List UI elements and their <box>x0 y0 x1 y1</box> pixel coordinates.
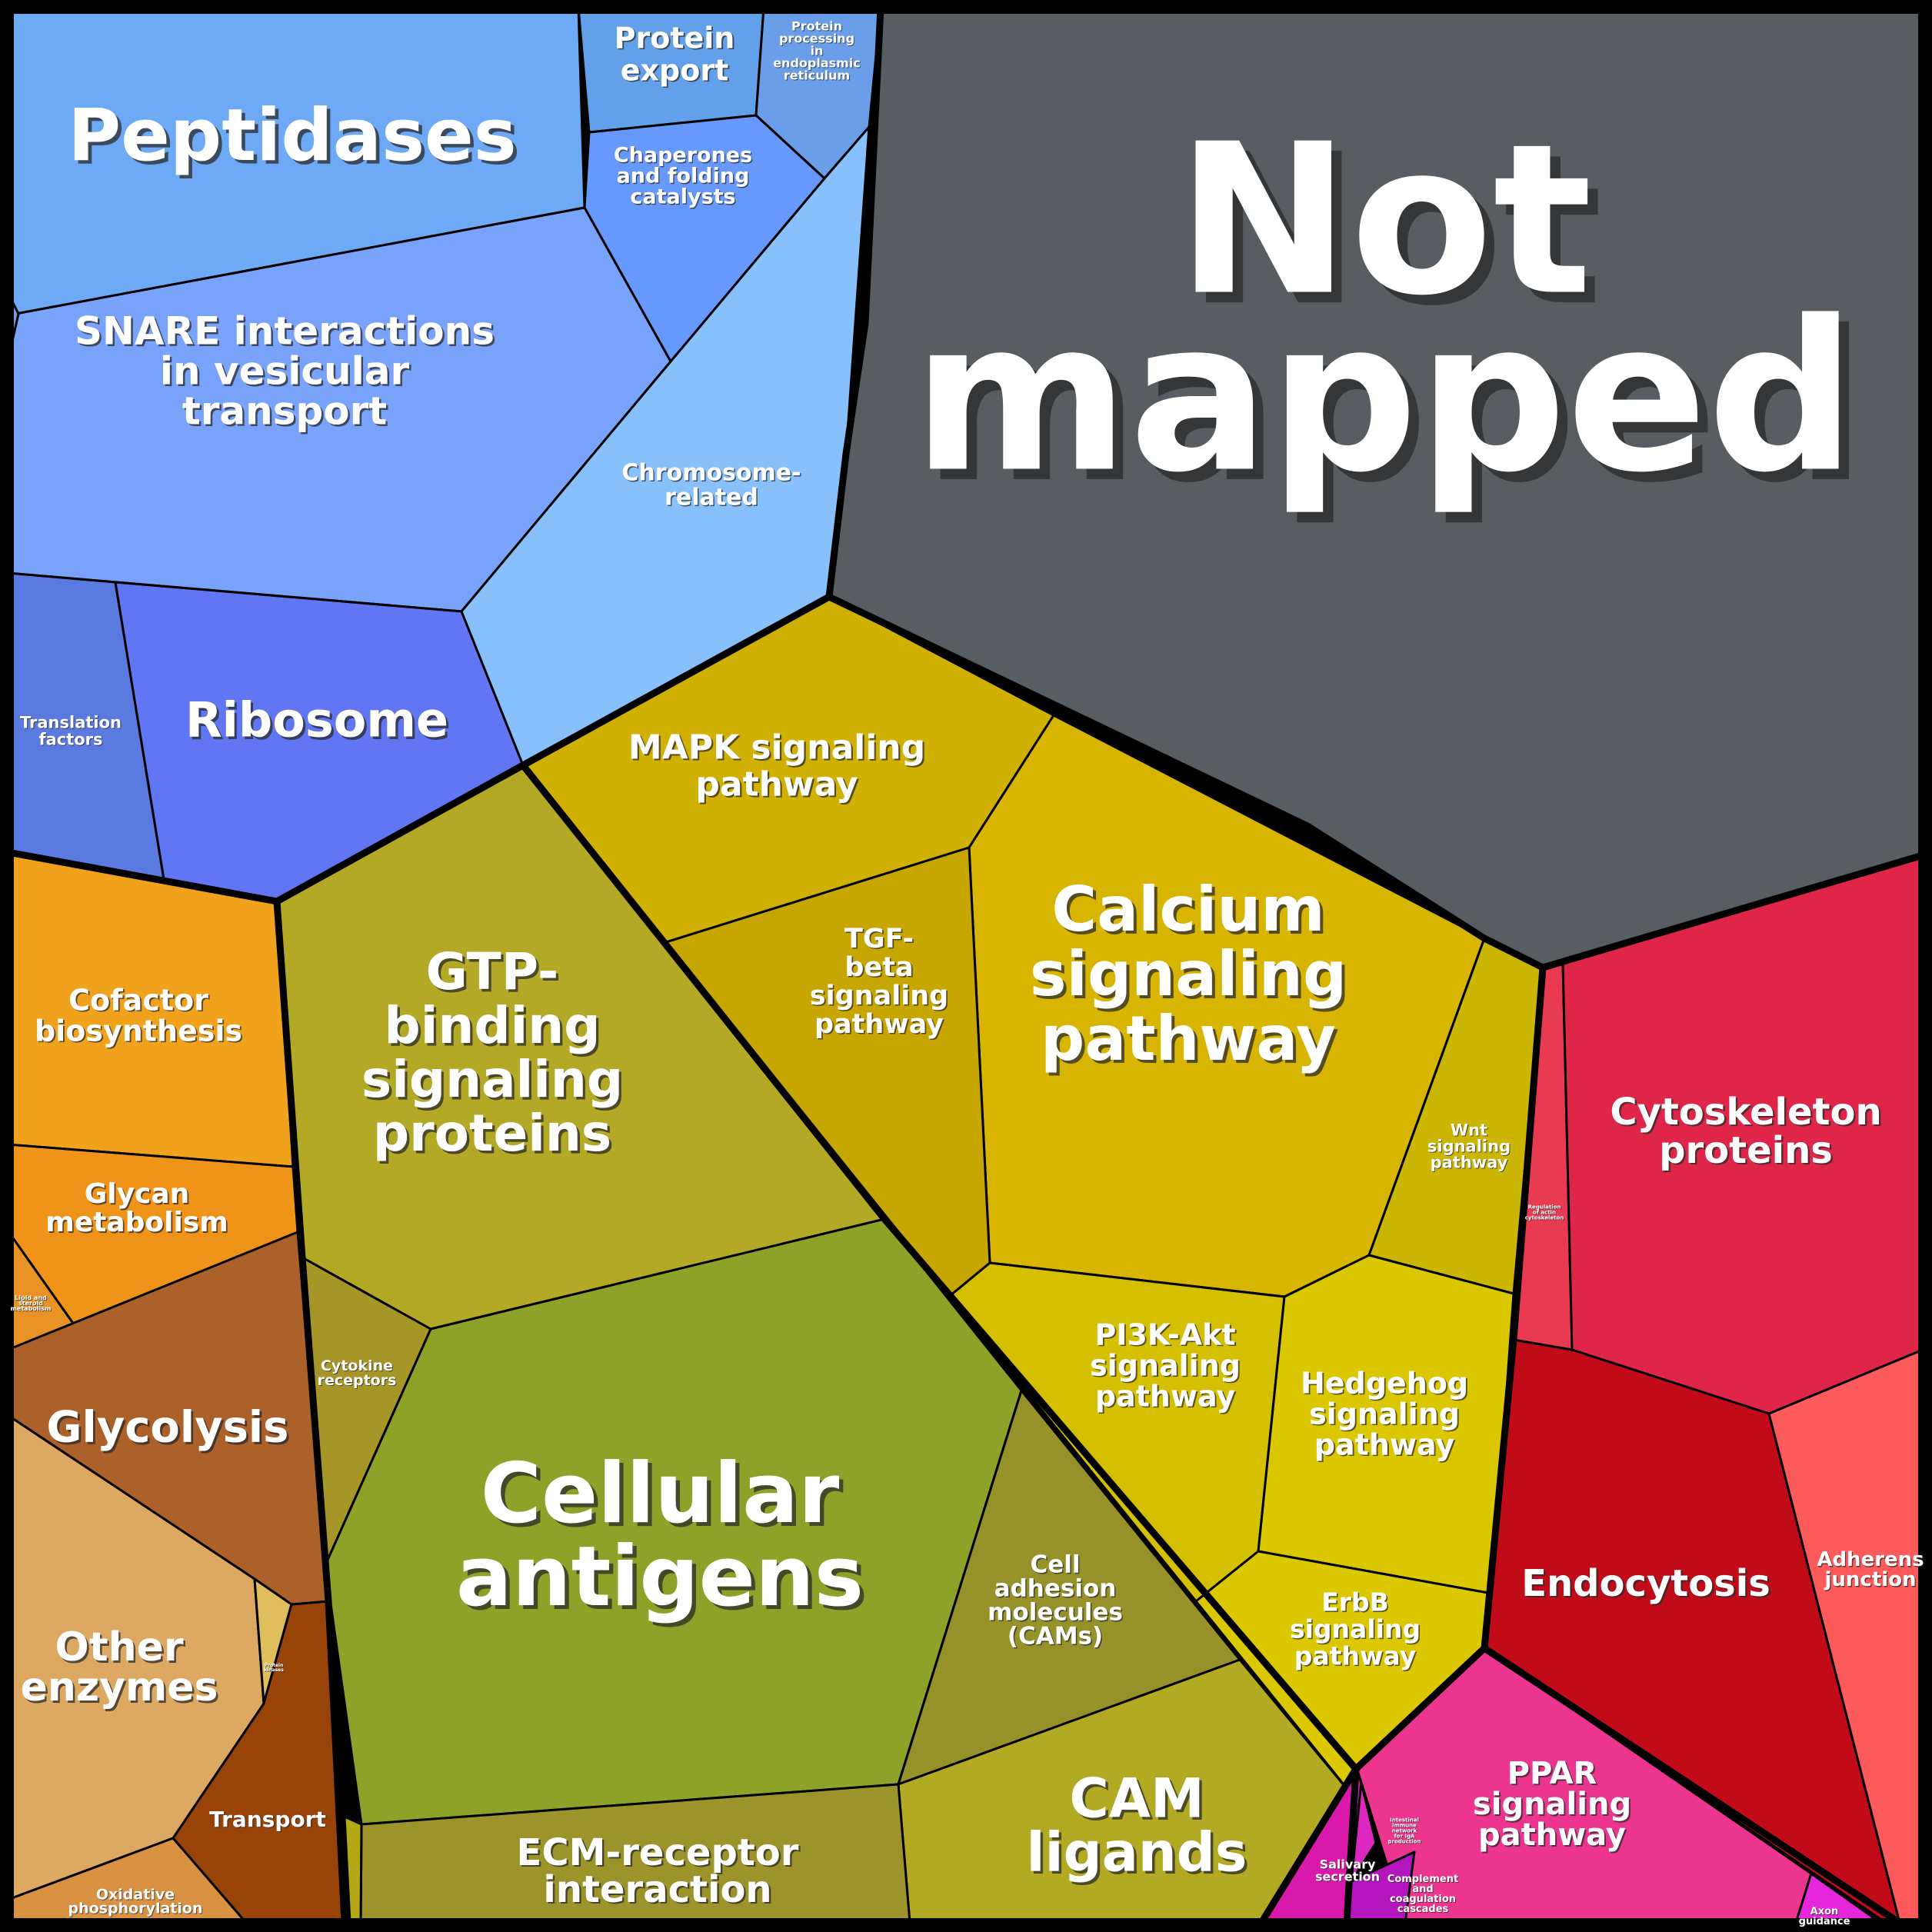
cell-hedgehog[interactable]: Hedgehog signaling pathway <box>1257 1254 1515 1595</box>
cell-protein-export[interactable]: Protein export <box>577 6 765 134</box>
cell-cofactor-biosynthesis[interactable]: Cofactor biosynthesis <box>6 851 295 1168</box>
cells-layer: Not mappedPeptidasesProtein exportProtei… <box>6 6 1924 1924</box>
